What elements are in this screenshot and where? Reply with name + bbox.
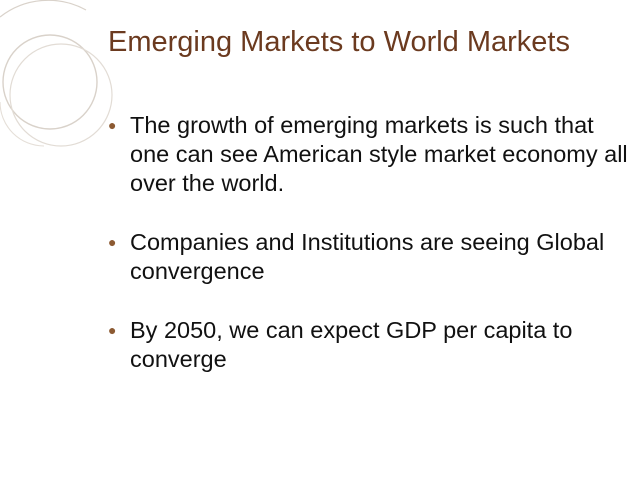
bullet-icon: ● [108,117,117,133]
bullet-item-1: ● The growth of emerging markets is such… [108,111,628,198]
decorative-circle-1 [2,34,98,130]
bullet-list: ● The growth of emerging markets is such… [108,111,628,374]
bullet-item-2: ● Companies and Institutions are seeing … [108,228,628,286]
decorative-arc-bottom [0,101,45,147]
bullet-icon: ● [108,322,117,338]
slide-title: Emerging Markets to World Markets [108,26,570,58]
bullet-text-3: By 2050, we can expect GDP per capita to… [130,317,573,372]
decorative-arc-top [0,0,87,18]
bullet-item-3: ● By 2050, we can expect GDP per capita … [108,316,628,374]
bullet-icon: ● [108,234,117,250]
decorative-circle-2 [9,43,113,147]
bullet-text-2: Companies and Institutions are seeing Gl… [130,229,605,284]
bullet-text-1: The growth of emerging markets is such t… [130,112,628,196]
